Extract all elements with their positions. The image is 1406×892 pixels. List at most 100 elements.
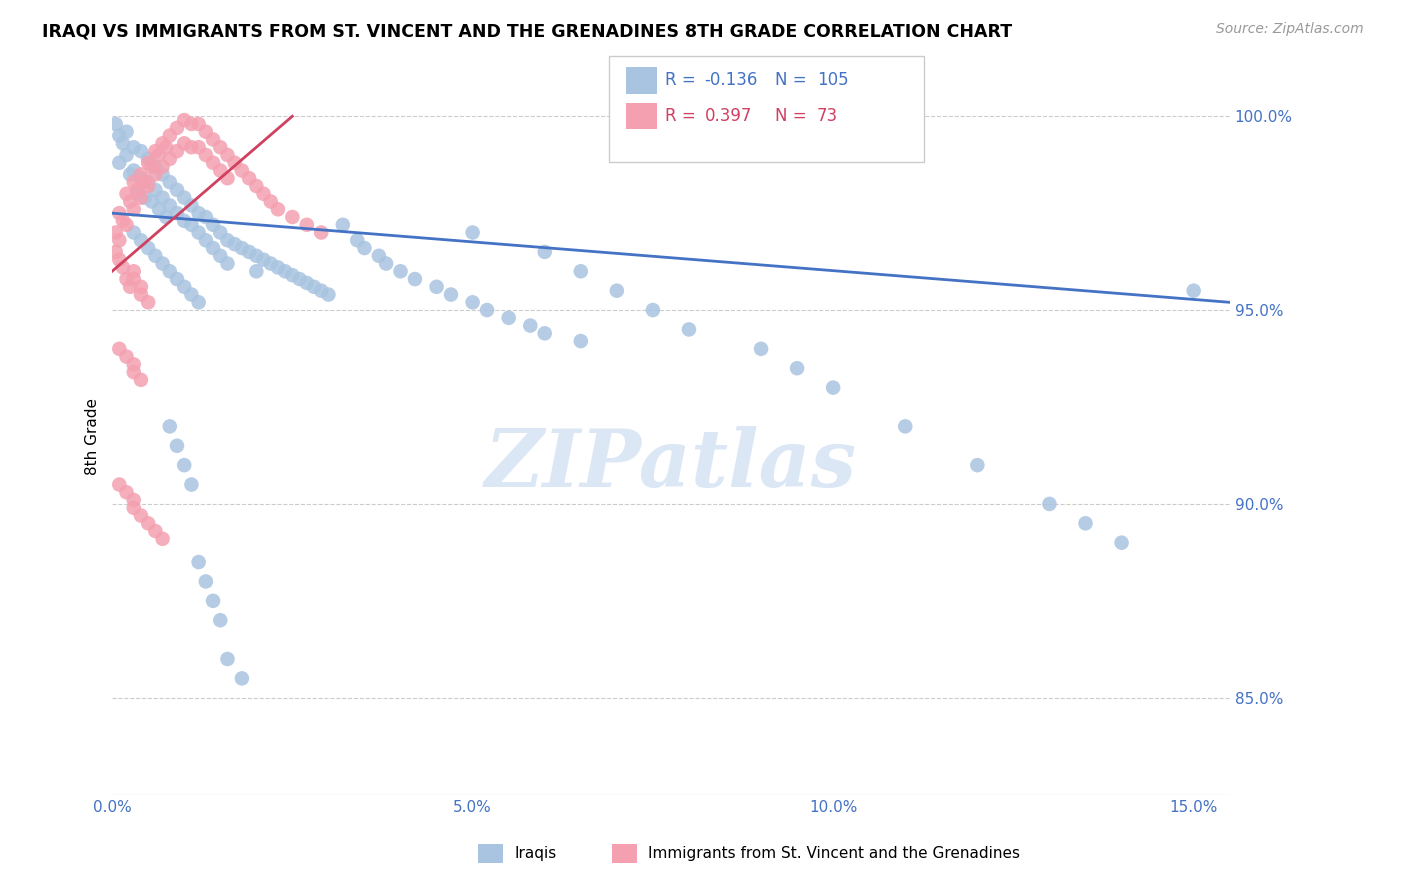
Point — [129, 144, 152, 158]
Point — [641, 303, 664, 318]
Point — [136, 155, 159, 169]
Point — [209, 613, 232, 627]
Point — [166, 144, 188, 158]
Point — [894, 419, 917, 434]
Point — [180, 477, 202, 491]
Point — [217, 256, 239, 270]
Point — [260, 194, 283, 209]
Point — [1074, 516, 1097, 531]
Point — [533, 326, 555, 341]
Point — [115, 218, 138, 232]
Point — [367, 249, 389, 263]
Point — [134, 175, 156, 189]
Text: 73: 73 — [817, 107, 838, 125]
Point — [129, 191, 152, 205]
Point — [122, 365, 145, 379]
Point — [104, 117, 127, 131]
Point — [274, 264, 297, 278]
Point — [108, 477, 131, 491]
Point — [295, 218, 318, 232]
Point — [129, 233, 152, 247]
Point — [122, 175, 145, 189]
Point — [202, 594, 225, 608]
Point — [159, 128, 181, 143]
Text: N =: N = — [775, 71, 811, 89]
Point — [120, 280, 142, 294]
Point — [141, 194, 163, 209]
Point — [209, 249, 232, 263]
Point — [115, 350, 138, 364]
Point — [209, 163, 232, 178]
Point — [267, 202, 290, 217]
Point — [141, 160, 163, 174]
Point — [252, 186, 274, 201]
Point — [389, 264, 412, 278]
Text: N =: N = — [775, 107, 811, 125]
Point — [108, 128, 131, 143]
Point — [209, 140, 232, 154]
Point — [302, 280, 325, 294]
Point — [166, 206, 188, 220]
Point — [127, 186, 149, 201]
Point — [1182, 284, 1205, 298]
Point — [134, 191, 156, 205]
Point — [166, 183, 188, 197]
Point — [129, 280, 152, 294]
Point — [173, 136, 195, 151]
Point — [108, 206, 131, 220]
Point — [252, 252, 274, 267]
Point — [159, 264, 181, 278]
Text: 0.397: 0.397 — [704, 107, 752, 125]
Point — [309, 226, 332, 240]
Point — [217, 148, 239, 162]
Point — [180, 140, 202, 154]
Point — [238, 171, 260, 186]
Point — [194, 148, 217, 162]
Point — [404, 272, 426, 286]
Point — [375, 256, 398, 270]
Point — [245, 264, 267, 278]
Point — [187, 295, 209, 310]
Point — [115, 148, 138, 162]
Point — [1038, 497, 1060, 511]
Point — [129, 171, 152, 186]
Point — [152, 191, 174, 205]
Point — [231, 672, 253, 686]
Point — [136, 175, 159, 189]
Point — [346, 233, 368, 247]
Point — [145, 183, 167, 197]
Text: -0.136: -0.136 — [704, 71, 758, 89]
Point — [475, 303, 498, 318]
Point — [187, 555, 209, 569]
Point — [166, 272, 188, 286]
Point — [295, 276, 318, 290]
Point — [224, 155, 246, 169]
Point — [104, 226, 127, 240]
Point — [173, 113, 195, 128]
Point — [159, 419, 181, 434]
Point — [180, 117, 202, 131]
Point — [245, 179, 267, 194]
Point — [122, 500, 145, 515]
Point — [122, 226, 145, 240]
Point — [309, 284, 332, 298]
Point — [173, 214, 195, 228]
Point — [120, 167, 142, 181]
Point — [187, 140, 209, 154]
Point — [217, 233, 239, 247]
Point — [111, 214, 134, 228]
Point — [152, 160, 174, 174]
Point — [569, 264, 592, 278]
Point — [166, 439, 188, 453]
Point — [187, 226, 209, 240]
Point — [136, 241, 159, 255]
Point — [145, 160, 167, 174]
Point — [209, 226, 232, 240]
Point — [104, 244, 127, 259]
Point — [353, 241, 375, 255]
Point — [678, 322, 700, 336]
Point — [231, 163, 253, 178]
Point — [159, 175, 181, 189]
Point — [145, 524, 167, 538]
Text: Source: ZipAtlas.com: Source: ZipAtlas.com — [1216, 22, 1364, 37]
